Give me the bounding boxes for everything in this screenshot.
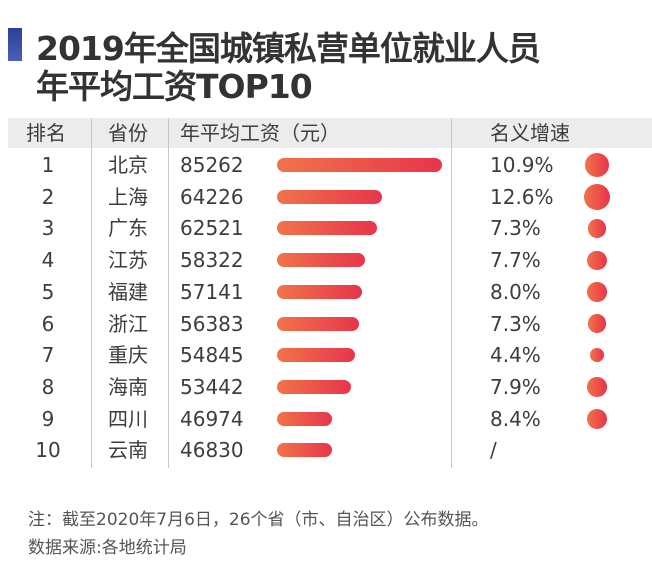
wage-cell: 58322 (180, 248, 244, 273)
growth-dot (587, 282, 607, 302)
growth-cell: 7.7% (490, 248, 541, 273)
growth-cell: 4.4% (490, 343, 541, 368)
wage-bar (277, 284, 362, 299)
wage-bar (277, 221, 377, 236)
rank-cell: 9 (41, 406, 55, 431)
column-divider (91, 118, 92, 468)
growth-cell: 7.9% (490, 374, 541, 399)
growth-dot (586, 408, 608, 429)
wage-cell: 57141 (180, 279, 244, 304)
column-divider (451, 118, 452, 468)
province-cell: 江苏 (108, 248, 148, 273)
province-cell: 福建 (108, 279, 148, 304)
province-cell: 广东 (108, 216, 148, 241)
wage-bar (277, 253, 365, 268)
province-cell: 云南 (108, 438, 148, 463)
growth-dot (585, 153, 609, 177)
rank-cell: 1 (41, 153, 55, 177)
source-note: 数据来源:各地统计局 (28, 538, 187, 558)
growth-dot (589, 348, 605, 363)
province-cell: 上海 (108, 184, 148, 209)
growth-cell: 7.3% (490, 311, 541, 336)
growth-dot (583, 183, 611, 210)
wage-cell: 56383 (180, 311, 244, 336)
growth-cell: / (490, 438, 497, 463)
rank-cell: 2 (41, 184, 55, 209)
header-province: 省份 (108, 121, 148, 145)
growth-cell: 7.3% (490, 216, 541, 241)
header-growth: 名义增速 (490, 121, 570, 145)
growth-cell: 10.9% (490, 153, 554, 177)
rank-cell: 8 (41, 374, 55, 399)
wage-bar (277, 158, 442, 172)
rank-cell: 4 (41, 248, 55, 273)
table-header (8, 118, 652, 148)
header-rank: 排名 (26, 121, 66, 145)
growth-cell: 8.0% (490, 279, 541, 304)
province-cell: 重庆 (108, 343, 148, 368)
growth-dot (587, 219, 607, 238)
rank-cell: 3 (41, 216, 55, 241)
wage-cell: 53442 (180, 374, 244, 399)
wage-bar (277, 348, 355, 363)
wage-cell: 46830 (180, 438, 244, 463)
growth-dot (587, 314, 607, 333)
wage-cell: 46974 (180, 406, 244, 431)
rank-cell: 5 (41, 279, 55, 304)
growth-dot (587, 377, 607, 397)
wage-cell: 62521 (180, 216, 244, 241)
wage-bar (277, 379, 351, 394)
growth-cell: 12.6% (490, 184, 554, 209)
title-accent-bar (8, 28, 22, 61)
rank-cell: 10 (35, 438, 61, 463)
wage-bar (277, 443, 332, 458)
wage-bar (277, 189, 382, 204)
province-cell: 浙江 (108, 311, 148, 336)
province-cell: 北京 (108, 153, 148, 177)
wage-cell: 85262 (180, 153, 244, 177)
wage-cell: 54845 (180, 343, 244, 368)
province-cell: 海南 (108, 374, 148, 399)
growth-cell: 8.4% (490, 406, 541, 431)
title-line-2: 年平均工资TOP10 (36, 67, 313, 106)
footnote: 注：截至2020年7月6日，26个省（市、自治区）公布数据。 (28, 510, 489, 530)
wage-cell: 64226 (180, 184, 244, 209)
growth-dot (587, 250, 607, 270)
rank-cell: 6 (41, 311, 55, 336)
province-cell: 四川 (108, 406, 148, 431)
wage-bar (277, 316, 360, 331)
wage-bar (277, 411, 333, 426)
column-divider (168, 118, 169, 468)
header-wage: 年平均工资（元） (180, 121, 340, 145)
rank-cell: 7 (41, 343, 55, 368)
title-line-1: 2019年全国城镇私营单位就业人员 (36, 29, 541, 68)
